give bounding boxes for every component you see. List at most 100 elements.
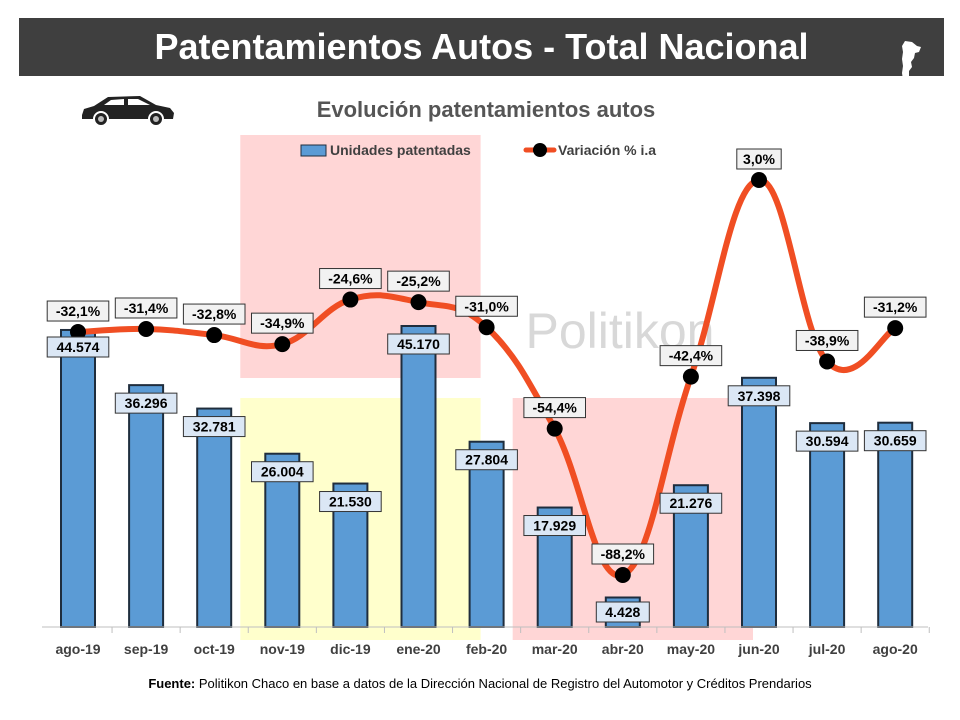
- svg-text:21.276: 21.276: [669, 495, 712, 511]
- source-label: Fuente:: [148, 676, 196, 691]
- bar-value-label: 26.004: [251, 461, 314, 483]
- x-tick-label: ene-20: [396, 641, 441, 657]
- svg-text:-31,4%: -31,4%: [124, 300, 169, 316]
- svg-text:30.594: 30.594: [806, 433, 849, 449]
- bar-value-label: 45.170: [387, 333, 450, 355]
- bar-oct-19: [196, 407, 233, 628]
- x-tick-label: may-20: [667, 641, 715, 657]
- svg-text:44.574: 44.574: [57, 339, 100, 355]
- svg-text:26.004: 26.004: [261, 464, 304, 480]
- line-value-label: -54,4%: [523, 397, 587, 419]
- svg-text:37.398: 37.398: [738, 388, 781, 404]
- legend: Unidades patentadas Variación % i.a: [300, 142, 656, 158]
- line-point-ene-20: [410, 294, 427, 311]
- source-text: Politikon Chaco en base a datos de la Di…: [198, 676, 812, 691]
- line-point-oct-19: [206, 327, 223, 344]
- svg-text:45.170: 45.170: [397, 336, 440, 352]
- svg-text:17.929: 17.929: [533, 518, 576, 534]
- car-icon: [82, 96, 174, 127]
- bar-value-label: 21.276: [659, 492, 723, 514]
- x-tick-label: sep-19: [124, 641, 169, 657]
- bar-value-label: 37.398: [727, 385, 791, 407]
- bar-value-label: 32.781: [182, 416, 246, 438]
- legend-bar-label: Unidades patentadas: [330, 142, 471, 158]
- line-point-dic-19: [342, 291, 359, 308]
- line-value-label: -31,0%: [455, 295, 518, 317]
- line-value-label: -32,8%: [182, 303, 246, 325]
- line-value-label: -31,4%: [114, 297, 178, 319]
- x-tick-label: ago-20: [873, 641, 918, 657]
- bar-value-label: 17.929: [523, 515, 587, 537]
- x-tick-label: dic-19: [330, 641, 371, 657]
- svg-text:3,0%: 3,0%: [743, 151, 775, 167]
- x-tick-label: ago-19: [55, 641, 100, 657]
- svg-text:-31,2%: -31,2%: [873, 299, 918, 315]
- line-value-label: -31,2%: [863, 296, 927, 318]
- bar-ago-19: [60, 328, 96, 628]
- line-point-ago-20: [887, 320, 904, 337]
- svg-text:-32,8%: -32,8%: [192, 306, 237, 322]
- bar-ene-20: [400, 325, 437, 628]
- line-value-label: -38,9%: [795, 329, 859, 351]
- svg-text:21.530: 21.530: [329, 494, 372, 510]
- bar-sep-19: [128, 384, 165, 629]
- line-value-label: 3,0%: [736, 148, 782, 170]
- legend-line-marker: [533, 143, 547, 157]
- line-point-feb-20: [478, 319, 495, 336]
- bar-value-label: 27.804: [455, 449, 518, 471]
- svg-text:4.428: 4.428: [605, 604, 640, 620]
- bar-jul-20: [809, 422, 846, 628]
- svg-text:-88,2%: -88,2%: [601, 546, 646, 562]
- x-tick-label: jun-20: [737, 641, 779, 657]
- svg-text:32.781: 32.781: [193, 419, 236, 435]
- svg-text:-54,4%: -54,4%: [533, 400, 578, 416]
- line-point-may-20: [682, 368, 699, 385]
- svg-text:-25,2%: -25,2%: [396, 273, 441, 289]
- x-tick-label: nov-19: [260, 641, 305, 657]
- bar-jun-20: [741, 376, 777, 629]
- line-point-nov-19: [274, 336, 291, 353]
- x-tick-label: jul-20: [808, 641, 846, 657]
- line-value-label: -25,2%: [387, 270, 450, 292]
- svg-text:-31,0%: -31,0%: [464, 298, 509, 314]
- bar-value-label: 44.574: [46, 336, 110, 358]
- bar-value-label: 30.594: [795, 430, 859, 452]
- svg-text:30.659: 30.659: [874, 433, 917, 449]
- bar-value-label: 21.530: [319, 491, 382, 513]
- header-bar: Patentamientos Autos - Total Nacional: [19, 18, 944, 89]
- svg-text:-32,1%: -32,1%: [56, 303, 101, 319]
- bar-feb-20: [468, 440, 505, 628]
- line-point-ago-19: [70, 324, 86, 341]
- line-point-abr-20: [614, 567, 631, 583]
- bar-value-label: 36.296: [114, 392, 178, 414]
- line-point-jun-20: [751, 172, 767, 188]
- line-value-label: -24,6%: [319, 268, 382, 290]
- svg-text:-42,4%: -42,4%: [669, 348, 714, 364]
- line-value-label: -34,9%: [251, 312, 314, 334]
- svg-text:36.296: 36.296: [125, 395, 168, 411]
- line-point-jul-20: [819, 353, 836, 370]
- bar-value-label: 4.428: [595, 601, 650, 623]
- bar-value-label: 30.659: [863, 430, 927, 452]
- line-point-sep-19: [138, 320, 155, 337]
- svg-text:-34,9%: -34,9%: [260, 315, 305, 331]
- line-value-label: -88,2%: [591, 543, 655, 565]
- argentina-map-icon: [902, 41, 921, 89]
- svg-text:27.804: 27.804: [465, 452, 508, 468]
- x-tick-label: mar-20: [532, 641, 578, 657]
- svg-text:-38,9%: -38,9%: [805, 332, 850, 348]
- bar-nov-19: [264, 452, 301, 628]
- line-value-label: -32,1%: [46, 300, 110, 322]
- bar-ago-20: [877, 421, 914, 629]
- svg-text:-24,6%: -24,6%: [328, 271, 373, 287]
- x-tick-label: abr-20: [602, 641, 644, 657]
- legend-bar-swatch: [300, 144, 327, 157]
- line-value-label: -42,4%: [659, 345, 723, 367]
- source-note: Fuente: Politikon Chaco en base a datos …: [0, 676, 960, 691]
- x-tick-label: oct-19: [194, 641, 235, 657]
- legend-line-label: Variación % i.a: [558, 142, 656, 158]
- chart-title: Evolución patentamientos autos: [317, 97, 656, 122]
- page-title: Patentamientos Autos - Total Nacional: [154, 26, 809, 67]
- line-point-mar-20: [546, 420, 563, 437]
